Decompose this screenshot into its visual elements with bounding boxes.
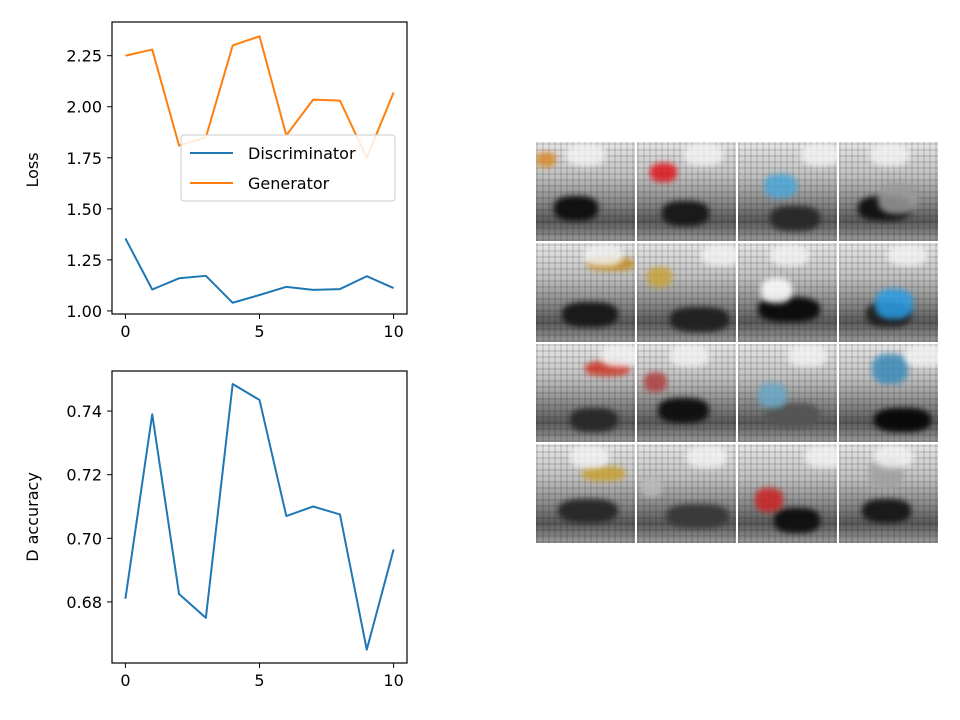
generated-sample-image bbox=[738, 343, 837, 443]
sample-light-region bbox=[601, 345, 635, 368]
generated-sample-image bbox=[637, 142, 736, 241]
accuracy-plot: D accuracy 0 5 10 0.68 0.70 0.72 0.74 bbox=[23, 370, 408, 690]
sample-dark-region bbox=[769, 206, 821, 231]
generated-sample-image bbox=[536, 444, 635, 543]
accuracy-xtick-label: 5 bbox=[254, 671, 264, 690]
generated-sample-image bbox=[839, 343, 938, 443]
sample-light-region bbox=[565, 143, 606, 166]
generated-sample-image bbox=[637, 343, 736, 443]
generated-sample-image bbox=[536, 142, 635, 241]
accuracy-ylabel: D accuracy bbox=[23, 472, 42, 562]
sample-color-region bbox=[763, 173, 798, 199]
loss-xtick-label: 5 bbox=[254, 322, 264, 341]
sample-dark-region bbox=[665, 503, 730, 529]
sample-light-region bbox=[701, 244, 736, 267]
loss-ytick-label: 1.00 bbox=[66, 302, 102, 321]
generated-sample-image bbox=[738, 444, 837, 543]
sample-light-region bbox=[873, 446, 914, 468]
accuracy-ytick-label: 0.72 bbox=[66, 466, 102, 485]
sample-light-region bbox=[805, 446, 837, 468]
accuracy-series-line-accuracy bbox=[124, 383, 395, 651]
legend-label-generator: Generator bbox=[248, 174, 330, 193]
generated-samples-grid bbox=[536, 142, 938, 543]
sample-light-region bbox=[569, 446, 610, 468]
sample-light-region bbox=[683, 143, 724, 166]
sample-dark-region bbox=[661, 201, 710, 226]
sample-dark-region bbox=[553, 196, 599, 221]
sample-color-region bbox=[646, 267, 672, 288]
accuracy-ytick-label: 0.74 bbox=[66, 402, 102, 421]
loss-ytick-label: 2.00 bbox=[66, 98, 102, 117]
loss-ytick-label: 2.25 bbox=[66, 47, 102, 66]
generated-sample-image bbox=[839, 142, 938, 241]
sample-dark-region bbox=[561, 302, 619, 327]
sample-dark-region bbox=[657, 397, 710, 423]
loss-ylabel: Loss bbox=[23, 152, 42, 187]
sample-light-region bbox=[787, 345, 828, 368]
sample-color-region bbox=[760, 278, 793, 303]
sample-light-region bbox=[887, 244, 928, 267]
sample-dark-region bbox=[569, 407, 619, 433]
sample-dark-region bbox=[873, 407, 932, 433]
accuracy-axes-frame bbox=[111, 370, 408, 664]
loss-plot: Loss 0 5 10 1.00 1.25 1.50 1.75 2.00 2.25 Discri… bbox=[23, 21, 408, 341]
loss-series-line-generator bbox=[125, 35, 395, 159]
generated-sample-image bbox=[637, 242, 736, 342]
sample-light-region bbox=[583, 244, 624, 267]
sample-color-region bbox=[649, 162, 677, 183]
sample-light-region bbox=[905, 345, 938, 368]
sample-color-region bbox=[877, 184, 919, 215]
accuracy-xtick-label: 10 bbox=[383, 671, 403, 690]
sample-light-region bbox=[869, 143, 910, 166]
generated-sample-image bbox=[839, 242, 938, 342]
accuracy-ytick-label: 0.70 bbox=[66, 529, 102, 548]
sample-light-region bbox=[669, 345, 710, 368]
loss-legend: Discriminator Generator bbox=[180, 134, 396, 202]
legend-box bbox=[180, 134, 396, 202]
accuracy-ytick-label: 0.68 bbox=[66, 593, 102, 612]
generated-sample-image bbox=[738, 242, 837, 342]
loss-ytick-label: 1.50 bbox=[66, 200, 102, 219]
sample-dark-region bbox=[861, 498, 912, 524]
sample-color-region bbox=[581, 465, 626, 481]
accuracy-xtick-label: 0 bbox=[120, 671, 130, 690]
loss-ytick-label: 1.75 bbox=[66, 149, 102, 168]
sample-color-region bbox=[640, 476, 662, 497]
sample-color-region bbox=[874, 289, 914, 319]
sample-color-region bbox=[871, 354, 909, 384]
loss-series-line-discriminator bbox=[124, 237, 394, 304]
loss-xtick-label: 0 bbox=[120, 322, 130, 341]
sample-dark-region bbox=[557, 498, 619, 524]
generated-sample-image bbox=[536, 343, 635, 443]
generated-sample-image bbox=[738, 142, 837, 241]
sample-light-region bbox=[801, 143, 837, 166]
generated-sample-image bbox=[536, 242, 635, 342]
sample-color-region bbox=[757, 383, 788, 408]
generated-sample-image bbox=[637, 444, 736, 543]
sample-dark-region bbox=[773, 508, 821, 534]
sample-color-region bbox=[754, 487, 783, 513]
loss-ytick-label: 1.25 bbox=[66, 251, 102, 270]
sample-light-region bbox=[769, 244, 810, 267]
sample-color-region bbox=[536, 151, 556, 167]
sample-color-region bbox=[643, 372, 667, 392]
loss-xtick-label: 10 bbox=[383, 322, 403, 341]
loss-axes-frame bbox=[111, 21, 408, 315]
legend-label-discriminator: Discriminator bbox=[248, 144, 356, 163]
sample-dark-region bbox=[669, 306, 730, 332]
generated-sample-image bbox=[839, 444, 938, 543]
sample-light-region bbox=[687, 446, 728, 468]
